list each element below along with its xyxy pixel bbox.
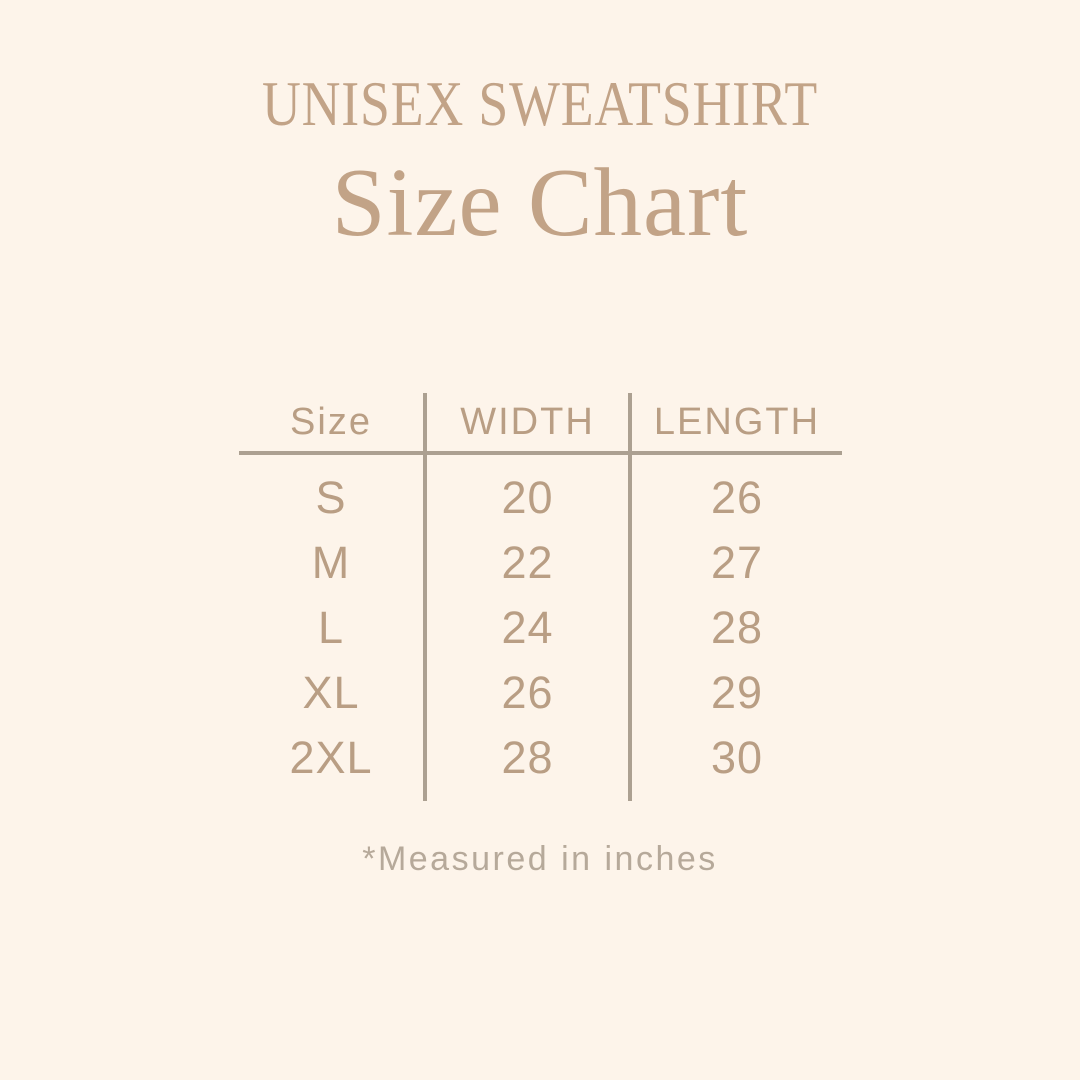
size-cell: 2XL xyxy=(289,731,373,783)
length-cell: 26 xyxy=(710,471,764,523)
page-title: UNISEX SWEATSHIRT xyxy=(0,72,1080,136)
length-cell: 27 xyxy=(710,536,764,588)
length-cell: 30 xyxy=(710,731,764,783)
width-cell: 26 xyxy=(423,650,632,718)
length-cell: 29 xyxy=(710,666,764,718)
column-header-size: Size xyxy=(239,393,423,455)
measurement-footnote: *Measured in inches xyxy=(362,840,718,878)
width-cell: 22 xyxy=(423,520,632,588)
column-header-width: WIDTH xyxy=(423,393,632,455)
width-cell: 20 xyxy=(423,455,632,523)
size-cell: L xyxy=(317,601,345,653)
size-cell: M xyxy=(311,536,351,588)
page-title-text: UNISEX SWEATSHIRT xyxy=(261,68,819,139)
width-cell: 28 xyxy=(423,715,632,783)
page-subtitle: Size Chart xyxy=(331,149,749,256)
table-bottom-spacer xyxy=(632,780,842,801)
size-cell: S xyxy=(315,471,347,523)
table-bottom-spacer xyxy=(423,780,632,801)
column-header-length: LENGTH xyxy=(632,393,842,455)
size-cell: XL xyxy=(302,666,360,718)
table-bottom-spacer xyxy=(239,780,423,801)
width-cell: 24 xyxy=(423,585,632,653)
length-cell: 28 xyxy=(710,601,764,653)
size-table: Size WIDTH LENGTH S 20 26 M 22 27 L 24 2… xyxy=(239,393,842,801)
